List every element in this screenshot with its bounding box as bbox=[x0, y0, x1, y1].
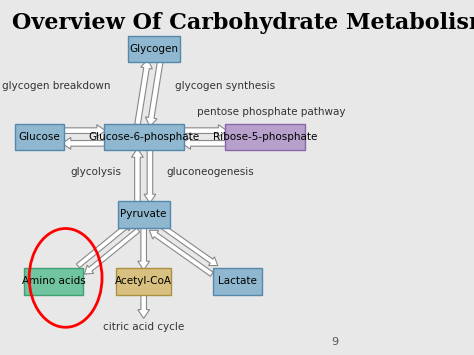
Text: Overview Of Carbohydrate Metabolism: Overview Of Carbohydrate Metabolism bbox=[12, 12, 474, 34]
FancyBboxPatch shape bbox=[118, 201, 170, 228]
FancyArrow shape bbox=[76, 222, 132, 268]
FancyBboxPatch shape bbox=[104, 124, 183, 150]
FancyArrow shape bbox=[138, 226, 150, 270]
Text: Amino acids: Amino acids bbox=[22, 277, 85, 286]
FancyArrow shape bbox=[62, 125, 106, 137]
Text: Pyruvate: Pyruvate bbox=[120, 209, 167, 219]
FancyArrow shape bbox=[182, 125, 227, 137]
FancyArrow shape bbox=[149, 230, 213, 276]
FancyArrow shape bbox=[62, 137, 106, 149]
Text: Glucose-6-phosphate: Glucose-6-phosphate bbox=[88, 132, 199, 142]
FancyBboxPatch shape bbox=[24, 268, 83, 295]
FancyArrow shape bbox=[135, 59, 152, 125]
FancyBboxPatch shape bbox=[116, 268, 172, 295]
Text: Ribose-5-phosphate: Ribose-5-phosphate bbox=[213, 132, 317, 142]
Text: glycogen synthesis: glycogen synthesis bbox=[175, 81, 275, 91]
FancyBboxPatch shape bbox=[128, 36, 180, 62]
Text: gluconeogenesis: gluconeogenesis bbox=[166, 167, 254, 177]
Text: Lactate: Lactate bbox=[218, 277, 257, 286]
Text: Glycogen: Glycogen bbox=[129, 44, 179, 54]
FancyBboxPatch shape bbox=[213, 268, 262, 295]
Text: Glucose: Glucose bbox=[18, 132, 61, 142]
FancyArrow shape bbox=[131, 148, 143, 203]
Text: citric acid cycle: citric acid cycle bbox=[103, 322, 184, 332]
FancyArrow shape bbox=[146, 61, 163, 127]
Text: 9: 9 bbox=[331, 337, 338, 346]
Text: Acetyl-CoA: Acetyl-CoA bbox=[115, 277, 172, 286]
FancyArrow shape bbox=[138, 293, 150, 318]
Text: glycogen breakdown: glycogen breakdown bbox=[2, 81, 111, 91]
Text: pentose phosphate pathway: pentose phosphate pathway bbox=[198, 107, 346, 118]
FancyArrow shape bbox=[182, 137, 227, 149]
FancyBboxPatch shape bbox=[225, 124, 305, 150]
FancyBboxPatch shape bbox=[15, 124, 64, 150]
FancyArrow shape bbox=[144, 148, 156, 203]
FancyArrow shape bbox=[84, 228, 140, 274]
FancyArrow shape bbox=[154, 219, 218, 266]
Text: glycolysis: glycolysis bbox=[70, 167, 121, 177]
